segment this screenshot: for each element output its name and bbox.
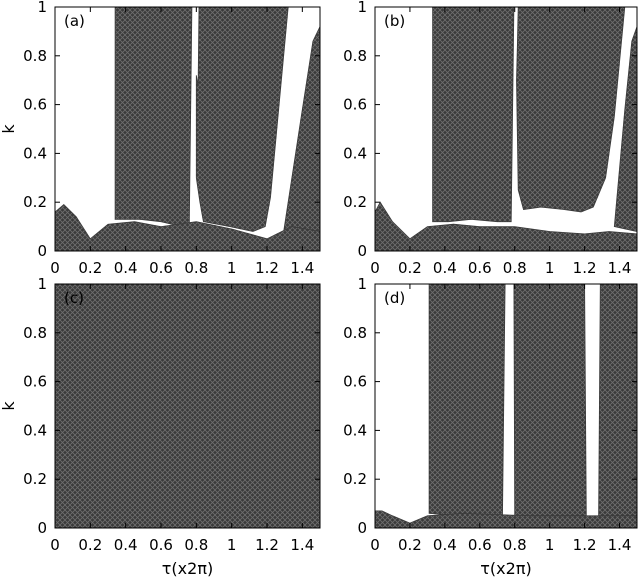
panel-2: 0 0.2 0.4 0.6 0.8 1 1.2 1.4 0 0.2 0.4 0.6 0.8 1 (b): [343, 0, 638, 277]
y-tick-label: 0.6: [343, 96, 367, 114]
panel-label: (d): [384, 289, 405, 307]
x-tick-label: 0.8: [184, 536, 208, 554]
panel-label: (a): [64, 12, 85, 30]
region-2: [195, 6, 289, 232]
y-tick-label: 0: [357, 519, 367, 537]
x-tick-label: 0.4: [114, 259, 138, 277]
y-tick-label: 1: [357, 275, 367, 293]
x-tick-label: 1.2: [573, 536, 597, 554]
x-tick-label: 0.6: [468, 259, 492, 277]
y-tick-label: 0.2: [23, 193, 47, 211]
x-tick-label: 1.2: [573, 259, 597, 277]
x-tick-label: 0: [370, 536, 380, 554]
y-axis-title: k: [0, 124, 18, 134]
x-tick-label: 0.2: [398, 536, 422, 554]
x-axis-title: τ(x2π): [480, 559, 531, 578]
x-tick-label: 1: [545, 259, 555, 277]
region-3: [282, 26, 321, 237]
x-axis-title: τ(x2π): [162, 559, 213, 578]
region-2: [513, 283, 587, 517]
x-tick-label: 1: [545, 536, 555, 554]
x-tick-label: 0.6: [149, 536, 173, 554]
region-1: [114, 6, 193, 228]
x-tick-label: 0.8: [503, 536, 527, 554]
x-tick-label: 1.2: [255, 536, 279, 554]
region-1: [54, 283, 321, 529]
x-tick-label: 0: [50, 536, 60, 554]
x-tick-label: 0: [50, 259, 60, 277]
y-tick-label: 0: [357, 242, 367, 260]
plot-frame: [54, 6, 321, 252]
y-tick-label: 1: [357, 0, 367, 16]
panel-label: (c): [64, 289, 84, 307]
y-tick-label: 0.6: [23, 96, 47, 114]
panel-4: 0 0.2 0.4 0.6 0.8 1 1.2 1.4 0 0.2 0.4 0.6 0.8 1 (d) τ(x…: [343, 275, 638, 578]
y-tick-label: 0: [37, 519, 47, 537]
y-tick-label: 0.8: [343, 47, 367, 65]
x-tick-label: 1: [227, 259, 237, 277]
y-tick-label: 1: [37, 275, 47, 293]
plot-frame: [54, 283, 321, 529]
panel-label: (b): [384, 12, 405, 30]
x-tick-label: 0.2: [78, 259, 102, 277]
y-tick-label: 0.8: [23, 324, 47, 342]
x-tick-label: 1.2: [255, 259, 279, 277]
y-tick-label: 0.2: [343, 470, 367, 488]
y-tick-label: 0.6: [343, 373, 367, 391]
y-tick-label: 0.4: [23, 144, 47, 162]
y-tick-label: 0.8: [343, 324, 367, 342]
region-2: [516, 6, 626, 213]
x-tick-label: 0.2: [78, 536, 102, 554]
region-1: [432, 6, 515, 223]
region-4: [54, 204, 321, 252]
panel-1: 0 0.2 0.4 0.6 0.8 1 1.2 1.4 0 0.2 0.4 0.6 0.8 1 (a) k: [0, 0, 321, 277]
x-tick-label: 1.4: [290, 259, 314, 277]
region-3: [613, 26, 638, 232]
region-4: [374, 201, 638, 252]
x-tick-label: 1.4: [608, 259, 632, 277]
y-tick-label: 0.2: [23, 470, 47, 488]
y-axis-title: k: [0, 401, 18, 411]
region-1: [428, 283, 506, 517]
x-tick-label: 0.8: [503, 259, 527, 277]
x-tick-label: 0.8: [184, 259, 208, 277]
y-tick-label: 0.2: [343, 193, 367, 211]
x-tick-label: 0.4: [433, 259, 457, 277]
y-tick-label: 0.4: [23, 421, 47, 439]
x-tick-label: 1: [227, 536, 237, 554]
x-tick-label: 1.4: [608, 536, 632, 554]
y-tick-label: 0.8: [23, 47, 47, 65]
x-tick-label: 0.6: [149, 259, 173, 277]
plot-frame: [374, 283, 638, 529]
region-3: [598, 283, 638, 517]
x-tick-label: 0.4: [114, 536, 138, 554]
plot-frame: [374, 6, 638, 252]
y-tick-label: 0.6: [23, 373, 47, 391]
y-tick-label: 0.4: [343, 421, 367, 439]
y-tick-label: 1: [37, 0, 47, 16]
panel-3: 0 0.2 0.4 0.6 0.8 1 1.2 1.4 0 0.2 0.4 0.6 0.8 1 (c) k τ(…: [0, 275, 321, 578]
region-4: [374, 510, 638, 529]
x-tick-label: 0.2: [398, 259, 422, 277]
x-tick-label: 0: [370, 259, 380, 277]
x-tick-label: 1.4: [290, 536, 314, 554]
y-tick-label: 0: [37, 242, 47, 260]
x-tick-label: 0.6: [468, 536, 492, 554]
y-tick-label: 0.4: [343, 144, 367, 162]
x-tick-label: 0.4: [433, 536, 457, 554]
